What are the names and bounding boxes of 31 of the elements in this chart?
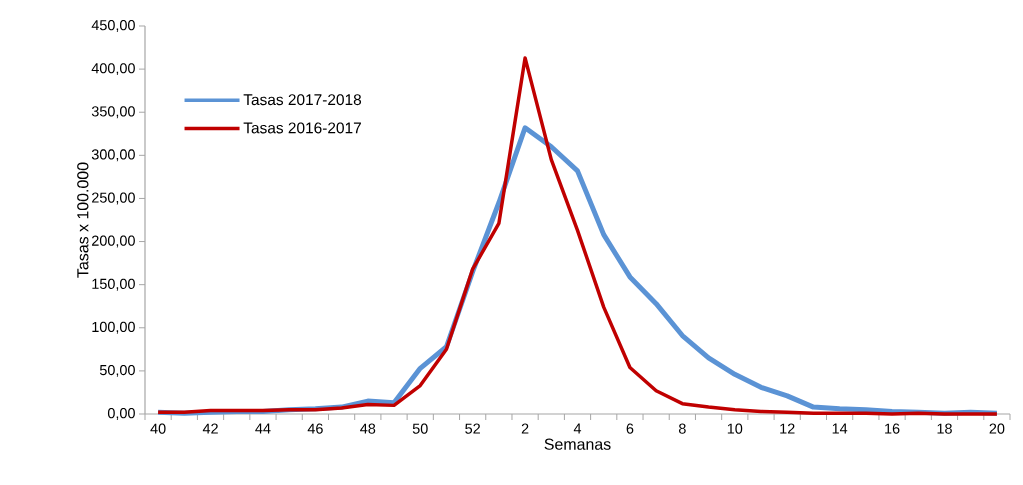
x-tick-label: 16 [885,423,900,434]
legend-label: Tasas 2016-2017 [243,122,361,134]
x-tick-label: 18 [937,423,952,434]
y-tick-label: 250,00 [92,192,135,205]
y-tick-label: 150,00 [92,278,135,291]
x-tick-label: 50 [412,423,428,434]
y-tick-label: 0,00 [107,408,135,420]
y-tick-label: 100,00 [92,321,135,334]
y-axis-title: Tasas x 100.000 [77,162,89,278]
x-tick-label: 2 [521,423,529,434]
y-tick-label: 400,00 [91,63,135,76]
x-tick-label: 4 [573,423,582,434]
y-tick-label: 450,00 [91,20,135,32]
x-tick-label: 12 [780,423,795,434]
y-tick-label: 200,00 [92,235,135,248]
y-tick-label: 300,00 [91,149,135,162]
x-tick-label: 8 [678,423,686,434]
x-tick-label: 46 [307,423,323,434]
x-tick-label: 52 [465,423,480,434]
x-tick-label: 42 [202,423,218,434]
y-tick-label: 350,00 [91,106,135,119]
x-tick-label: 6 [626,423,634,434]
x-tick-label: 14 [832,423,848,434]
x-tick-label: 20 [989,423,1005,434]
x-tick-label: 10 [727,423,743,434]
x-tick-label: 44 [255,423,271,434]
x-tick-label: 40 [150,423,166,434]
y-tick-label: 50,00 [99,364,135,377]
legend-label: Tasas 2017-2018 [243,94,362,106]
x-tick-label: 48 [360,423,376,434]
x-axis-title: Semanas [544,438,611,450]
